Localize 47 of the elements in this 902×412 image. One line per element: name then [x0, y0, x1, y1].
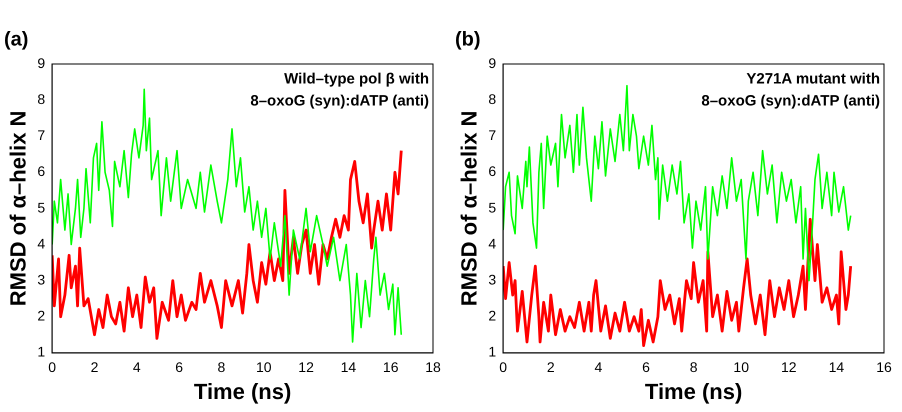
y-tick-label: 9 [488, 54, 496, 71]
y-tick-label: 3 [488, 271, 496, 288]
y-tick-label: 9 [37, 54, 46, 71]
chart-title: (a) [4, 28, 28, 51]
x-tick-label: 0 [499, 359, 508, 376]
y-tick-label: 1 [37, 344, 46, 360]
x-tick-label: 0 [48, 359, 56, 376]
x-tick-label: 6 [642, 359, 650, 376]
y-tick-label: 7 [488, 127, 496, 144]
y-tick-label: 6 [37, 163, 46, 180]
x-tick-label: 4 [594, 359, 602, 376]
x-tick-label: 14 [828, 359, 844, 376]
x-tick-label: 14 [340, 359, 356, 376]
y-tick-label: 5 [37, 199, 46, 216]
x-tick-label: 16 [876, 359, 892, 376]
chart-title: (b) [455, 28, 481, 51]
y-tick-label: 8 [488, 90, 496, 107]
x-tick-label: 12 [781, 359, 797, 376]
x-tick-label: 10 [733, 359, 750, 376]
y-tick-label: 2 [37, 308, 46, 324]
y-axis-title: RMSD of α–helix N [5, 110, 30, 306]
annotation: 8–oxoG (syn):dATP (anti) [701, 92, 880, 110]
x-tick-label: 18 [425, 359, 441, 376]
x-tick-label: 4 [132, 359, 141, 376]
x-tick-label: 8 [690, 359, 698, 376]
x-tick-label: 16 [382, 359, 399, 376]
x-tick-label: 8 [218, 359, 226, 376]
x-tick-label: 12 [298, 359, 314, 376]
y-tick-label: 4 [488, 235, 496, 252]
annotation: Wild–type pol β with [284, 70, 429, 88]
x-tick-label: 2 [90, 359, 99, 376]
y-tick-label: 6 [488, 163, 496, 180]
annotation: 8–oxoG (syn):dATP (anti) [250, 92, 430, 110]
x-axis-title: Time (ns) [194, 378, 292, 404]
x-tick-label: 6 [175, 359, 184, 376]
x-tick-label: 2 [546, 359, 555, 376]
y-axis-title: RMSD of α–helix N [456, 110, 482, 306]
y-tick-label: 2 [488, 308, 496, 324]
y-tick-label: 5 [488, 199, 496, 216]
y-tick-label: 4 [37, 235, 46, 252]
x-axis-title: Time (ns) [644, 378, 742, 404]
y-tick-label: 3 [37, 271, 46, 288]
y-tick-label: 7 [37, 127, 46, 144]
y-tick-label: 1 [488, 344, 496, 360]
annotation: Y271A mutant with [746, 70, 880, 88]
y-tick-label: 8 [37, 90, 46, 107]
x-tick-label: 10 [256, 359, 272, 376]
